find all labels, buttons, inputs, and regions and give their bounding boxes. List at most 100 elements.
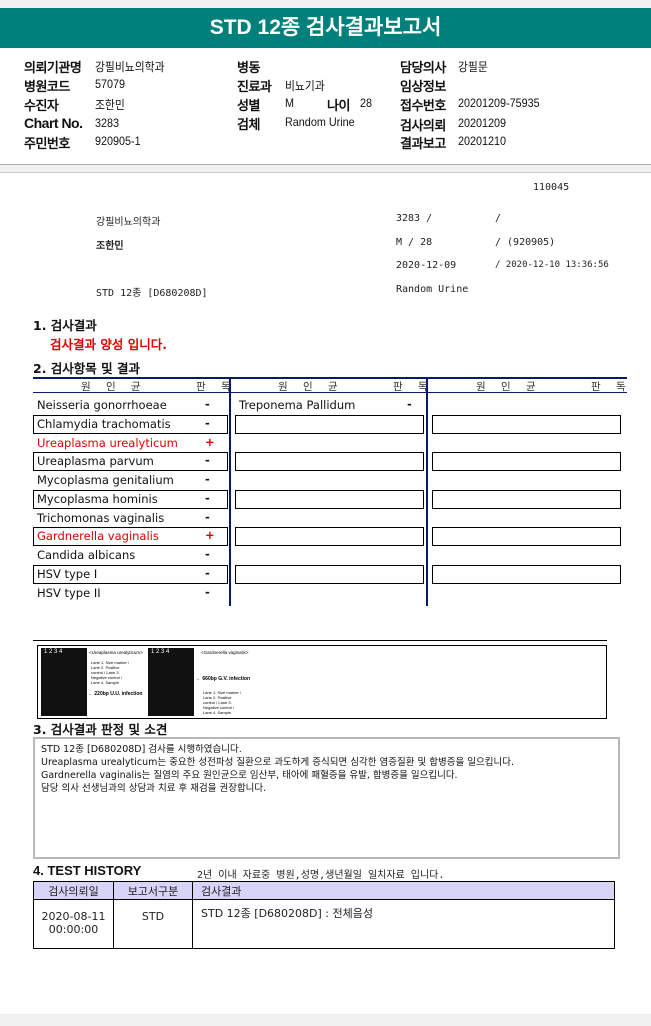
organism-result: -: [205, 584, 210, 599]
patient-value: 조한민: [95, 98, 125, 112]
organism-name: Trichomonas vaginalis: [37, 510, 165, 525]
report-value: 20201210: [458, 134, 507, 148]
organism-result: -: [205, 415, 210, 430]
specimen-value: Random Urine: [285, 115, 355, 129]
request-value: 20201209: [458, 116, 507, 130]
summary-test: STD 12종 [D680208D]: [96, 288, 208, 299]
dept-value: 비뇨기과: [285, 79, 325, 93]
organism-result: -: [407, 397, 412, 411]
organism-name: Mycoplasma genitalium: [37, 473, 174, 487]
request-label: 검사의뢰: [400, 119, 446, 134]
result-cell-box: [432, 489, 621, 509]
organism-name: Ureaplasma parvum: [37, 454, 154, 469]
report-label: 결과보고: [400, 137, 446, 152]
organism-name: Neisseria gonorrhoeae: [37, 398, 167, 412]
header-result: 판 독: [393, 381, 434, 393]
gel-image-gv: [148, 648, 194, 716]
history-result: STD 12종 [D680208D] : 전체음성: [192, 899, 615, 949]
history-time-value: 00:00:00: [48, 923, 99, 936]
organism-result: -: [205, 472, 210, 486]
report-page: [0, 172, 651, 1014]
result-cell-box: [33, 564, 228, 584]
organism-result: -: [205, 509, 210, 524]
section1-title: 1. 검사결과: [33, 318, 97, 333]
result-cell-box: [235, 452, 424, 472]
history-type: STD: [113, 899, 193, 949]
section4-title: 4. TEST HISTORY: [33, 863, 142, 878]
gel-uu-legend: Lane 1. Size marker / Lane 2. Positive c…: [91, 660, 130, 685]
organism-name: Treponema Pallidum: [239, 398, 356, 412]
dept-label: 진료과: [237, 80, 272, 95]
header-organism: 원 인 균: [81, 381, 147, 393]
patient-label: 수진자: [24, 99, 59, 114]
table-top-rule: [33, 377, 627, 379]
ward-label: 병동: [237, 61, 260, 76]
summary-sex-age: M / 28: [396, 237, 433, 248]
gel-lanes: 1 2 3 4: [151, 649, 170, 655]
header-result: 판 독: [591, 381, 632, 393]
organism-result: -: [205, 490, 210, 505]
history-header-result: 검사결과: [192, 881, 615, 900]
result-cell-box: [235, 564, 424, 584]
gel-rule: [33, 640, 607, 641]
result-cell-box: [33, 452, 228, 472]
result-cell-box: [432, 452, 621, 472]
specimen-label: 검체: [237, 118, 260, 133]
result-cell-box: [33, 489, 228, 509]
doctor-label: 담당의사: [400, 61, 446, 76]
header-result: 판 독: [196, 381, 237, 393]
section3-title: 3. 검사결과 판정 및 소견: [33, 722, 168, 737]
column-divider: [229, 377, 231, 606]
history-note: 2년 이내 자료중 병원,성명,생년월일 일치자료 입니다.: [197, 870, 445, 881]
overall-result: 검사결과 양성 입니다.: [50, 337, 167, 352]
summary-birth: / (920905): [495, 237, 556, 248]
organism-name: HSV type II: [37, 585, 101, 600]
comment-line: Gardnerella vaginalis는 질염의 주요 원인균으로 임산부,…: [41, 770, 458, 781]
receipt-value: 20201209-75935: [458, 96, 540, 110]
hospital-code-value: 57079: [95, 77, 126, 91]
table-header-rule: [33, 392, 627, 393]
result-cell-box: [432, 527, 621, 547]
sex-label: 성별: [237, 99, 260, 114]
organism-result: -: [205, 565, 210, 580]
summary-specimen: Random Urine: [396, 284, 469, 295]
column-divider: [426, 377, 428, 606]
result-cell-box: [33, 527, 228, 547]
hospital-code-label: 병원코드: [24, 80, 70, 95]
organism-name: Gardnerella vaginalis: [37, 529, 159, 544]
result-cell-box: [432, 564, 621, 584]
organism-result: -: [205, 547, 210, 561]
organism-result: -: [205, 453, 210, 468]
summary-chart: 3283 /: [396, 213, 433, 224]
gel-gv-band: ← 660bp G.V. infection: [196, 676, 250, 682]
resident-value: 920905-1: [95, 134, 141, 148]
gel-lanes: 1 2 3 4: [44, 649, 63, 655]
summary-slash: /: [495, 213, 502, 224]
patient-info-panel: 의뢰기관명 강필비뇨의학과 병원코드 57079 수진자 조한민 Chart N…: [0, 48, 651, 165]
organism-result: +: [205, 528, 215, 543]
gel-uu-band: ← 220bp U.U. infection: [88, 691, 143, 697]
institution-label: 의뢰기관명: [24, 61, 82, 76]
gel-gv-legend: Lane 1. Size marker / Lane 2. Positive c…: [203, 690, 242, 715]
history-date: 2020-08-11 00:00:00: [33, 899, 114, 949]
gel-image-panel: 1 2 3 4 <Ureaplasma urealyticum> Lane 1.…: [37, 645, 607, 719]
summary-id: 110045: [533, 182, 570, 193]
section2-title: 2. 검사항목 및 결과: [33, 361, 141, 376]
header-organism: 원 인 균: [278, 381, 344, 393]
header-organism: 원 인 균: [476, 381, 542, 393]
report-title: STD 12종 검사결과보고서: [0, 8, 651, 48]
comment-line: STD 12종 [D680208D] 검사를 시행하였습니다.: [41, 744, 242, 755]
result-cell-box: [33, 414, 228, 434]
organism-result: -: [205, 397, 210, 411]
result-cell-box: [235, 414, 424, 434]
organism-name: Candida albicans: [37, 548, 136, 562]
comment-box: STD 12종 [D680208D] 검사를 시행하였습니다. Ureaplas…: [33, 737, 620, 859]
chart-value: 3283: [95, 116, 120, 130]
history-date-value: 2020-08-11: [41, 910, 106, 923]
organism-name: HSV type I: [37, 566, 98, 581]
doctor-value: 강필문: [458, 60, 488, 74]
history-table: 검사의뢰일 보고서구분 검사결과 2020-08-11 00:00:00 STD …: [33, 881, 615, 949]
comment-line: 담당 의사 선생님과의 상담과 치료 후 재검을 권장합니다.: [41, 783, 267, 794]
summary-date1: 2020-12-09: [396, 260, 457, 271]
sex-value: M: [285, 96, 294, 110]
